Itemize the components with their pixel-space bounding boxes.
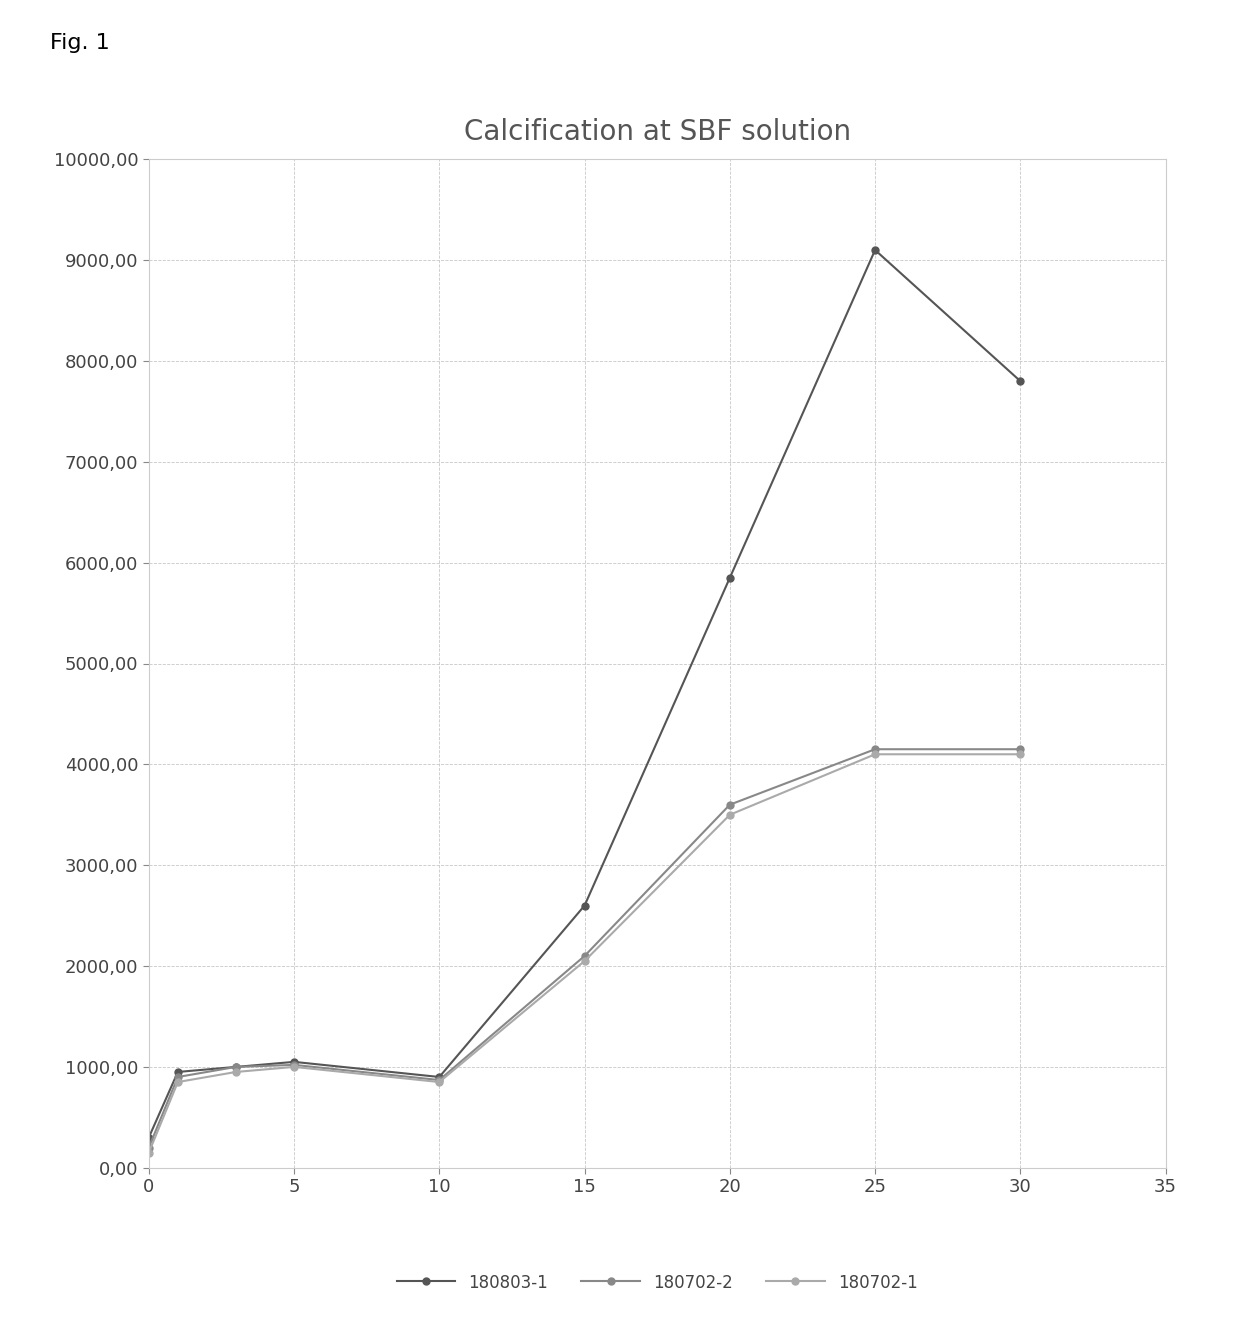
180702-2	[1013, 742, 1028, 758]
180803-1	[228, 1059, 243, 1075]
180702-1	[170, 1074, 185, 1089]
180702-1	[432, 1074, 446, 1089]
180702-1	[723, 807, 738, 823]
180702-2	[141, 1140, 156, 1156]
180702-2	[170, 1070, 185, 1085]
180803-1	[868, 242, 883, 257]
180702-1	[868, 746, 883, 762]
180702-2	[577, 947, 591, 963]
Text: Fig. 1: Fig. 1	[50, 33, 109, 53]
180803-1	[170, 1064, 185, 1080]
180702-2	[228, 1059, 243, 1075]
180803-1	[1013, 373, 1028, 389]
Line: 180702-1: 180702-1	[145, 751, 1024, 1156]
180803-1	[432, 1070, 446, 1085]
Title: Calcification at SBF solution: Calcification at SBF solution	[464, 118, 851, 146]
180702-1	[141, 1145, 156, 1161]
Line: 180803-1: 180803-1	[145, 247, 1024, 1141]
Line: 180702-2: 180702-2	[145, 746, 1024, 1151]
180803-1	[577, 897, 591, 913]
180702-1	[577, 953, 591, 969]
180803-1	[723, 569, 738, 585]
180702-1	[286, 1059, 301, 1075]
180702-1	[228, 1064, 243, 1080]
Legend: 180803-1, 180702-2, 180702-1: 180803-1, 180702-2, 180702-1	[391, 1267, 924, 1298]
180702-2	[868, 742, 883, 758]
180803-1	[141, 1129, 156, 1145]
180803-1	[286, 1054, 301, 1070]
180702-1	[1013, 746, 1028, 762]
180702-2	[723, 796, 738, 812]
180702-2	[432, 1072, 446, 1088]
180702-2	[286, 1056, 301, 1072]
